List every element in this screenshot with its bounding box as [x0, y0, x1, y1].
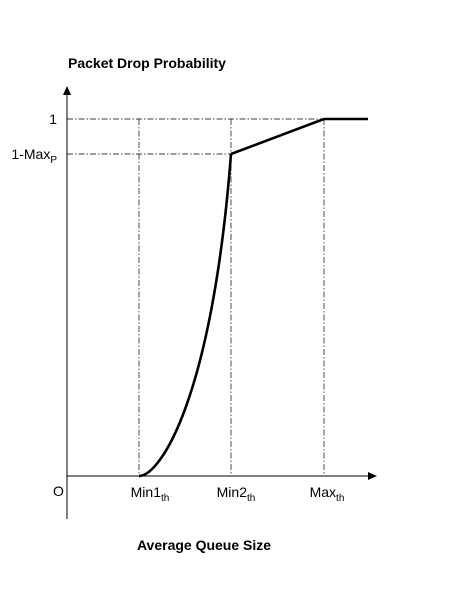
- y-tick-one: 1: [49, 111, 57, 127]
- origin-label: O: [53, 483, 64, 499]
- drop-curve-nonlinear: [138, 153, 233, 478]
- drop-curve-linear: [230, 117, 325, 156]
- x-tick-min1th: Min1th: [131, 484, 170, 504]
- x-axis-label: Average Queue Size: [137, 537, 271, 553]
- x-tick-min2th: Min2th: [217, 484, 256, 504]
- y-tick-one-minus-maxp: 1-MaxP: [11, 146, 57, 166]
- diagram-title: Packet Drop Probability: [68, 55, 226, 71]
- x-tick-maxth: Maxth: [310, 484, 345, 504]
